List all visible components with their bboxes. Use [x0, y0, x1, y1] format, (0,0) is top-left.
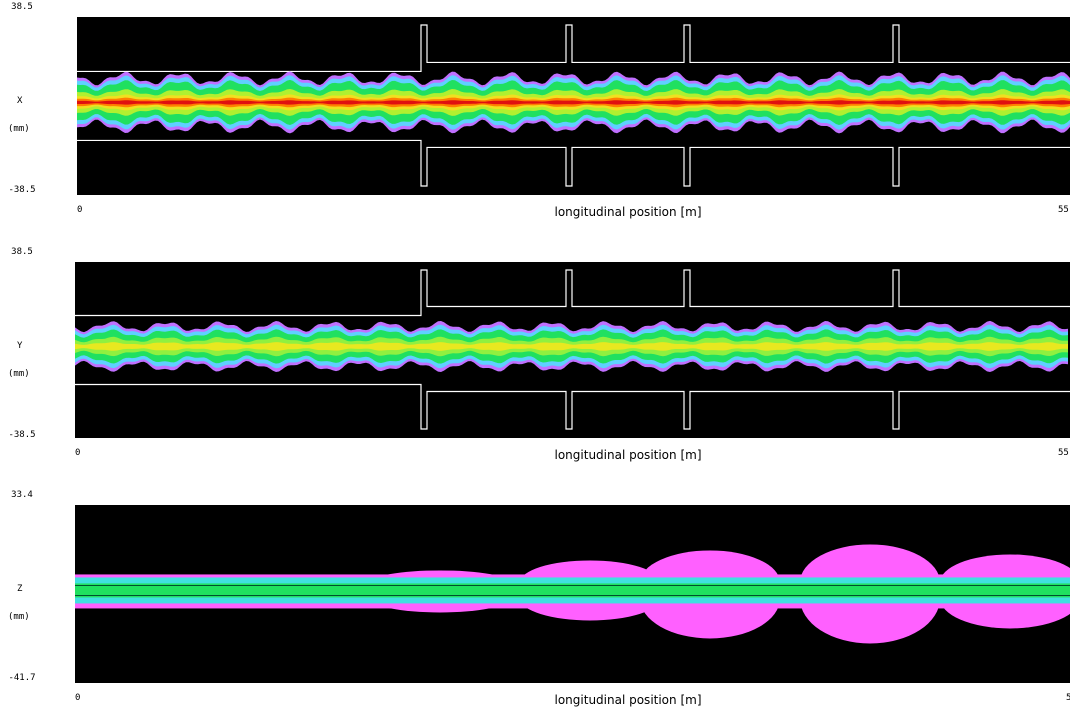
x-min-label: 0	[75, 693, 80, 703]
aperture-bottom	[75, 383, 1070, 430]
y-min-label: -38.5	[8, 185, 35, 195]
axis-unit: (mm)	[8, 612, 30, 622]
axis-name: X	[17, 96, 23, 106]
x-max-label: 55	[1058, 448, 1069, 458]
aperture-bottom	[77, 139, 1070, 187]
beam-core	[75, 583, 1070, 598]
x-max-label: 55	[1066, 693, 1070, 703]
axis-unit: (mm)	[8, 124, 30, 134]
x-axis-label: longitudinal position [m]	[555, 448, 702, 462]
axis-unit: (mm)	[8, 369, 30, 379]
y-max-label: 38.5	[11, 247, 33, 257]
aperture-top	[75, 269, 1070, 317]
x-min-label: 0	[75, 448, 80, 458]
y-max-label: 38.5	[11, 2, 33, 12]
y-max-label: 33.4	[11, 490, 33, 500]
y-min-label: -38.5	[8, 430, 35, 440]
panel: 38.5 Y (mm) -38.5 0 longitudinal position [m]…	[8, 247, 1070, 462]
x-axis-label: longitudinal position [m]	[555, 693, 702, 707]
x-max-label: 55	[1058, 205, 1069, 215]
beam-density	[77, 100, 1070, 105]
panel: 33.4 Z (mm) -41.7 0 longitudinal position [m]…	[8, 490, 1070, 707]
aperture-top	[77, 24, 1070, 73]
beam-density	[75, 342, 1068, 351]
axis-name: Z	[17, 584, 23, 594]
x-axis-label: longitudinal position [m]	[555, 205, 702, 219]
axis-name: Y	[17, 341, 23, 351]
x-min-label: 0	[77, 205, 82, 215]
y-min-label: -41.7	[8, 673, 35, 683]
panel: 38.5 X (mm) -38.5 0 longitudinal position [m]…	[8, 2, 1070, 219]
